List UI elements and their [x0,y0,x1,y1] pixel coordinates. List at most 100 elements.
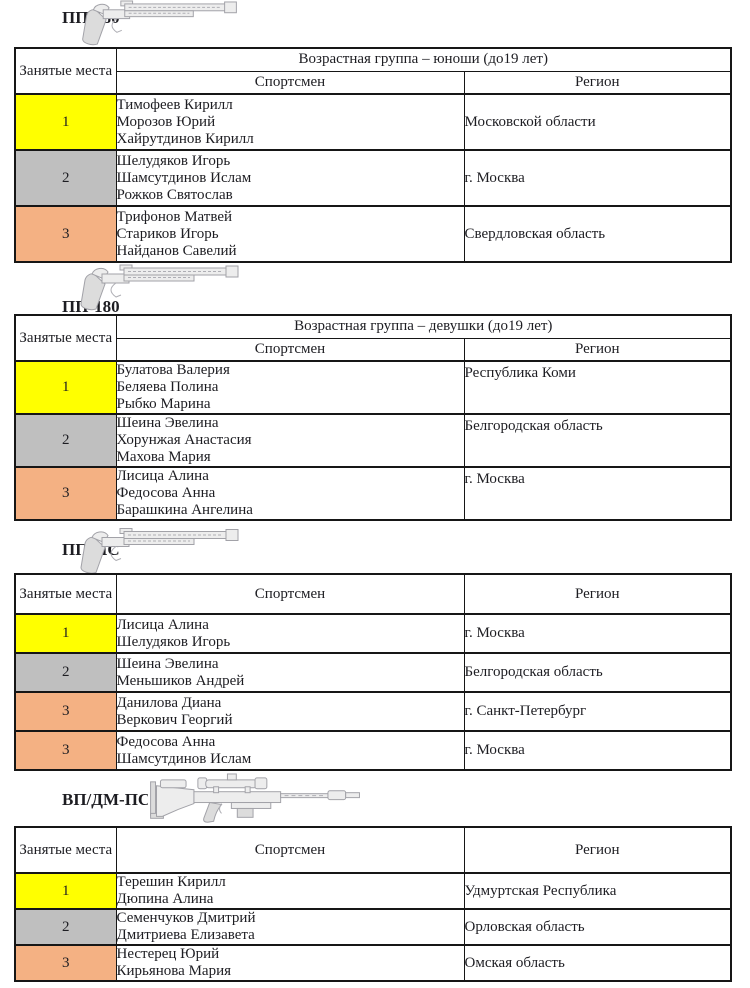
region-cell: Орловская область [463,908,732,946]
place-cell: 2 [14,149,117,207]
result-row-2: 2 Шеина Эвелина Меньшиков Андрей Белгоро… [14,652,732,693]
athlete-name: Махова Мария [116,449,211,465]
result-row-3: 3 Нестерец Юрий Кирьянова Мария Омская о… [14,944,732,982]
athlete-name: Стариков Игорь [116,225,219,242]
athlete-name: Тимофеев Кирилл [116,96,233,113]
place-cell: 3 [14,205,117,263]
air-pistol-icon [80,528,239,574]
region-column-header: Регион [463,337,732,362]
athlete-name: Нестерец Юрий [116,946,220,962]
table-header-row: Спортсмен Регион [15,70,732,95]
region-cell: г. Москва [463,149,732,207]
results-table-pp-ps: Занятые места Спортсмен Регион 1 Лисица … [14,573,732,771]
athlete-name: Шеина Эвелина [116,415,219,431]
athlete-name: Хайрутдинов Кирилл [116,130,254,147]
athlete-name: Данилова Диана [116,694,222,711]
region-cell: Белгородская область [463,413,732,468]
discipline-label-vp-dm-ps: ВП/ДМ-ПС [62,790,151,809]
table-header-row: Занятые места Возрастная группа – юноши … [14,47,732,95]
table-header-row: Занятые места Возрастная группа – девушк… [14,314,732,362]
athlete-cell: Лисица Алина Федосова Анна Барашкина Анг… [115,466,465,521]
athlete-name: Трифонов Матвей [116,208,233,225]
air-pistol-icon [80,264,239,311]
athlete-cell: Тимофеев Кирилл Морозов Юрий Хайрутдинов… [115,93,465,151]
region-cell: Московской области [463,93,732,151]
region-cell: г. Москва [463,730,732,771]
athlete-cell: Федосова Анна Шамсутдинов Ислам [115,730,465,771]
place-cell: 2 [14,413,117,468]
region-cell: г. Санкт-Петербург [463,691,732,732]
athlete-name: Федосова Анна [116,485,216,501]
athlete-name: Найданов Савелий [116,242,237,259]
athlete-name: Семенчуков Дмитрий [116,910,256,926]
place-cell: 1 [14,613,117,654]
place-cell: 2 [14,908,117,946]
result-row-3: 3 Трифонов Матвей Стариков Игорь Найдано… [14,205,732,263]
region-cell: Омская область [463,944,732,982]
table-header-row: Спортсмен Регион [15,337,732,362]
table-header-row: Занятые места Спортсмен Регион [14,573,732,615]
region-cell: г. Москва [463,613,732,654]
places-column-header: Занятые места [14,826,117,874]
result-row-2: 2 Шеина Эвелина Хорунжая Анастасия Махов… [14,413,732,468]
places-column-header: Занятые места [14,47,117,95]
result-row-1: 1 Терешин Кирилл Дюпина Алина Удмуртская… [14,872,732,910]
athlete-name: Хорунжая Анастасия [116,432,252,448]
place-cell: 1 [14,360,117,415]
air-pistol-icon [82,0,237,46]
athlete-cell: Терешин Кирилл Дюпина Алина [115,872,465,910]
result-row-1: 1 Булатова Валерия Беляева Полина Рыбко … [14,360,732,415]
age-group-header: Возрастная группа – девушки (до19 лет) [115,314,732,339]
result-row-4: 3 Федосова Анна Шамсутдинов Ислам г. Мос… [14,730,732,771]
athlete-cell: Шелудяков Игорь Шамсутдинов Ислам Рожков… [115,149,465,207]
result-row-3: 3 Лисица Алина Федосова Анна Барашкина А… [14,466,732,521]
athlete-name: Федосова Анна [116,733,216,750]
age-group-header: Возрастная группа – юноши (до19 лет) [115,47,732,72]
place-cell: 3 [14,691,117,732]
athlete-name: Рыбко Марина [116,396,211,412]
athlete-name: Веркович Георгий [116,711,233,728]
region-cell: Республика Коми [463,360,732,415]
place-cell: 3 [14,730,117,771]
athlete-name: Терешин Кирилл [116,874,226,890]
result-row-1: 1 Тимофеев Кирилл Морозов Юрий Хайрутдин… [14,93,732,151]
place-cell: 3 [14,944,117,982]
athlete-column-header: Спортсмен [115,573,465,615]
place-cell: 3 [14,466,117,521]
athlete-cell: Лисица Алина Шелудяков Игорь [115,613,465,654]
places-column-header: Занятые места [14,573,117,615]
athlete-cell: Булатова Валерия Беляева Полина Рыбко Ма… [115,360,465,415]
region-cell: Удмуртская Республика [463,872,732,910]
athlete-cell: Шеина Эвелина Меньшиков Андрей [115,652,465,693]
athlete-cell: Нестерец Юрий Кирьянова Мария [115,944,465,982]
region-column-header: Регион [463,70,732,95]
athlete-name: Шелудяков Игорь [116,152,231,169]
table-header-row: Занятые места Спортсмен Регион [14,826,732,874]
athlete-name: Беляева Полина [116,379,219,395]
region-cell: г. Москва [463,466,732,521]
athlete-cell: Шеина Эвелина Хорунжая Анастасия Махова … [115,413,465,468]
athlete-cell: Семенчуков Дмитрий Дмитриева Елизавета [115,908,465,946]
results-table-pp180-girls: Занятые места Возрастная группа – девушк… [14,314,733,521]
place-cell: 2 [14,652,117,693]
athlete-name: Шеина Эвелина [116,655,219,672]
place-cell: 1 [14,872,117,910]
result-row-3: 3 Данилова Диана Веркович Георгий г. Сан… [14,691,732,732]
athlete-column-header: Спортсмен [115,826,465,874]
results-table-vp-dm-ps: Занятые места Спортсмен Регион 1 Терешин… [14,826,732,982]
places-column-header: Занятые места [14,314,117,362]
athlete-column-header: Спортсмен [115,70,465,95]
athlete-name: Шелудяков Игорь [116,633,231,650]
athlete-name: Морозов Юрий [116,113,216,130]
region-column-header: Регион [463,573,732,615]
result-row-2: 2 Семенчуков Дмитрий Дмитриева Елизавета… [14,908,732,946]
athlete-name: Барашкина Ангелина [116,502,253,518]
athlete-name: Кирьянова Мария [116,963,232,979]
athlete-name: Дмитриева Елизавета [116,927,255,943]
athlete-name: Шамсутдинов Ислам [116,169,252,186]
athlete-name: Шамсутдинов Ислам [116,750,252,767]
athlete-name: Лисица Алина [116,616,209,633]
results-table-pp180-boys: Занятые места Возрастная группа – юноши … [14,47,732,263]
region-column-header: Регион [463,826,732,874]
